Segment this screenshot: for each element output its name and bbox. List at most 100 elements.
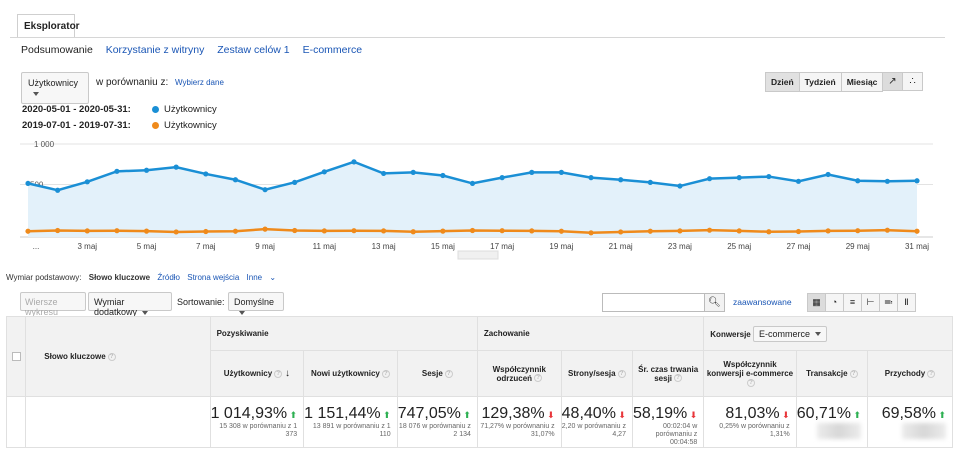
metric-change-value: 60,71% [796,405,851,422]
data-point [795,178,802,184]
data-point [825,228,831,234]
metric-header[interactable]: Transakcje? [795,350,869,397]
help-icon[interactable]: ? [849,369,858,378]
help-icon[interactable]: ? [381,369,390,378]
metric-header[interactable]: Śr. czas trwania sesji? [631,350,705,397]
conversions-dropdown[interactable]: E-commerce [752,325,827,342]
sort-dropdown[interactable]: Domyślne [228,292,284,315]
data-point [795,228,802,235]
data-point [469,227,476,234]
help-icon[interactable]: ? [444,369,453,378]
subnav-ecommerce[interactable]: E-commerce [302,44,363,56]
compare-label: w porównaniu z: [96,77,169,88]
subnav-site-usage[interactable]: Korzystanie z witryny [105,44,205,56]
metric-value-cell: 81,03% ⬇ 0,25% w porównaniu z 1,31% [703,396,797,448]
pivot-view-icon[interactable]: Ⅱ [897,293,916,312]
help-icon[interactable]: ? [617,369,626,378]
advanced-filter-link[interactable]: zaawansowane [733,297,792,307]
data-point [618,177,624,183]
choose-data-link[interactable]: Wybierz dane [175,78,224,87]
metric-dropdown[interactable]: Użytkownicy [21,72,89,104]
arrow-down-icon: ⬇ [544,410,555,420]
keyword-column-header[interactable]: Słowo kluczowe? [25,316,211,397]
dimension-other-dropdown[interactable]: Inne ⌄ [246,273,277,282]
granularity-day-button[interactable]: Dzień [765,72,800,92]
data-point [647,179,653,185]
grid-view-icon[interactable]: ▦ [807,293,826,312]
data-point [25,228,31,234]
data-point [321,169,327,175]
data-point [321,228,327,234]
data-point [647,228,653,234]
tab-explorer[interactable]: Eksplorator [17,14,80,38]
arrow-down-icon: ⬇ [687,410,698,420]
data-point [588,230,594,236]
metric-header[interactable]: Strony/sesja? [560,350,633,397]
tab-divider [10,37,945,38]
data-point [469,180,476,187]
metric-change-value: 129,38% [481,405,545,422]
data-point [440,228,446,234]
dimension-source-link[interactable]: Źródło [157,273,181,282]
secondary-dimension-dropdown[interactable]: Wymiar dodatkowy [88,292,172,317]
legend-series-label: Użytkownicy [152,118,217,134]
x-tick-label: 17 maj [490,242,514,251]
granularity-week-button[interactable]: Tydzień [798,72,842,92]
metric-value-cell: 129,38% ⬇ 71,27% w porównaniu z 31,07% [476,396,562,448]
sort-arrow-icon[interactable]: ↓ [282,368,290,379]
data-point [381,170,387,177]
data-point [914,178,920,184]
data-point [262,226,268,232]
select-all-checkbox[interactable] [11,352,21,361]
comparison-view-icon[interactable]: ⊢ [861,293,880,312]
dimension-landing-page-link[interactable]: Strona wejścia [187,273,240,282]
data-point [203,171,209,177]
subnav-summary[interactable]: Podsumowanie [21,44,93,56]
help-icon[interactable]: ? [274,369,283,378]
term-cloud-view-icon[interactable]: ≕ [879,293,898,312]
x-tick-label: 5 maj [137,242,157,251]
help-icon[interactable]: ? [927,369,936,378]
help-icon[interactable]: ? [107,352,116,361]
motion-chart-icon[interactable]: ∴ [902,72,923,91]
metric-header[interactable]: Użytkownicy? ↓ [209,350,305,397]
chevron-down-icon [815,332,821,337]
metric-value-cell: 69,58% ⬆ [867,396,953,448]
data-point [410,229,416,235]
data-point [558,169,565,175]
data-point [232,177,239,183]
line-chart-icon[interactable]: ↗ [882,72,903,91]
metric-value-cell: 1 014,93% ⬆ 15 308 w porównaniu z 1 373 [209,396,305,448]
metric-header[interactable]: Współczynnik konwersji e-commerce? [703,350,797,397]
chart-type-toggle: ↗ ∴ [882,72,923,91]
metric-comparison-text: 00:02:04 w porównaniu z 00:04:58 [655,423,698,446]
data-point [499,175,505,181]
pie-view-icon[interactable]: ◔ [825,293,844,312]
redacted-value [902,423,946,439]
metric-comparison-text: 13 891 w porównaniu z 1 110 [312,423,391,438]
help-icon[interactable]: ? [674,374,683,383]
performance-view-icon[interactable]: ≡ [843,293,862,312]
data-point [440,172,446,179]
subnav-goal-set[interactable]: Zestaw celów 1 [217,44,290,56]
metric-change-value: 58,19% [632,405,688,422]
help-icon[interactable]: ? [534,374,543,383]
legend-row-previous: 2019-07-01 - 2019-07-31: Użytkownicy [22,118,217,134]
data-point [173,164,179,170]
arrow-down-icon: ⬇ [615,410,626,420]
help-icon[interactable]: ? [746,378,755,387]
metric-header[interactable]: Przychody? [867,350,953,397]
data-point [351,228,357,234]
table-search-input[interactable] [602,293,705,312]
data-point [825,171,831,178]
metric-header[interactable]: Sesje? [396,350,478,397]
data-point [766,229,772,235]
compare-section: w porównaniu z: Wybierz dane [96,77,224,88]
metric-header[interactable]: Nowi użytkownicy? [303,350,398,397]
granularity-month-button[interactable]: Miesiąc [840,72,884,92]
plot-rows-button[interactable]: Wiersze wykresu [20,292,86,317]
search-icon[interactable]: 🔍︎ [704,293,725,312]
metric-change-value: 81,03% [725,405,780,422]
data-point [736,175,742,181]
metric-header[interactable]: Współczynnik odrzuceń? [476,350,562,397]
